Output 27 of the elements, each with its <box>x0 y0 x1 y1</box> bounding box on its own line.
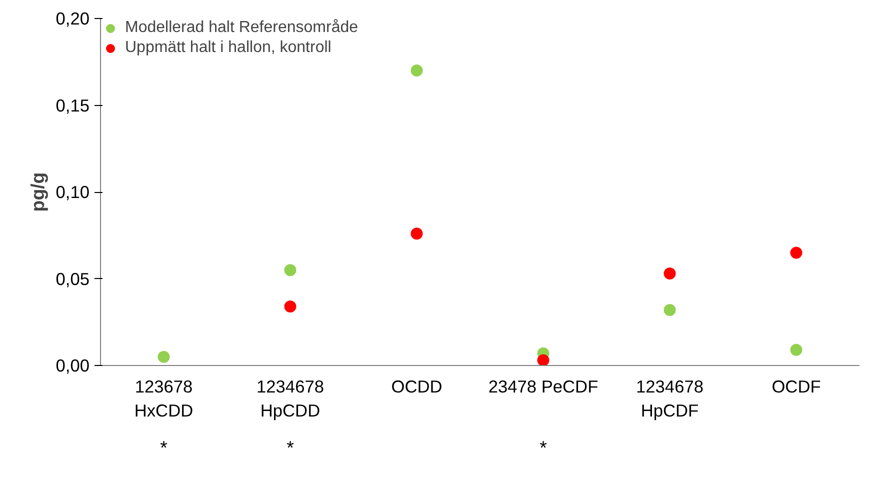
y-tick-label: 0,05 <box>56 268 90 289</box>
x-tick-label: 1234678 HpCDF <box>636 376 704 420</box>
point <box>410 64 423 77</box>
y-tick-label: 0,00 <box>56 356 90 376</box>
x-tick-label: OCDF <box>772 376 821 396</box>
x-tick-label: 123678 HxCDD <box>134 376 194 420</box>
y-tick-label: 0,15 <box>56 95 90 116</box>
text: * <box>286 437 294 458</box>
x-tick-label: OCDD <box>391 376 442 396</box>
point <box>284 264 296 276</box>
legend-label: Uppmätt halt i hallon, kontroll <box>125 39 332 57</box>
point <box>410 228 423 240</box>
point <box>790 344 802 356</box>
y-axis-title: pg/g <box>26 172 48 212</box>
point <box>664 304 676 316</box>
text: * <box>540 437 547 458</box>
text: * <box>160 437 168 458</box>
point <box>158 350 170 363</box>
x-tick-label: 23478 PeCDF <box>488 376 598 396</box>
y-tick-label: 0,10 <box>56 182 90 202</box>
point <box>664 268 676 280</box>
y-tick-label: 0,20 <box>56 8 90 28</box>
legend-label: Modellerad halt Referensområde <box>125 19 358 37</box>
point <box>284 300 296 312</box>
point <box>790 246 802 259</box>
x-tick-label: 1234678 HpCDD <box>256 376 324 420</box>
point <box>537 354 550 366</box>
